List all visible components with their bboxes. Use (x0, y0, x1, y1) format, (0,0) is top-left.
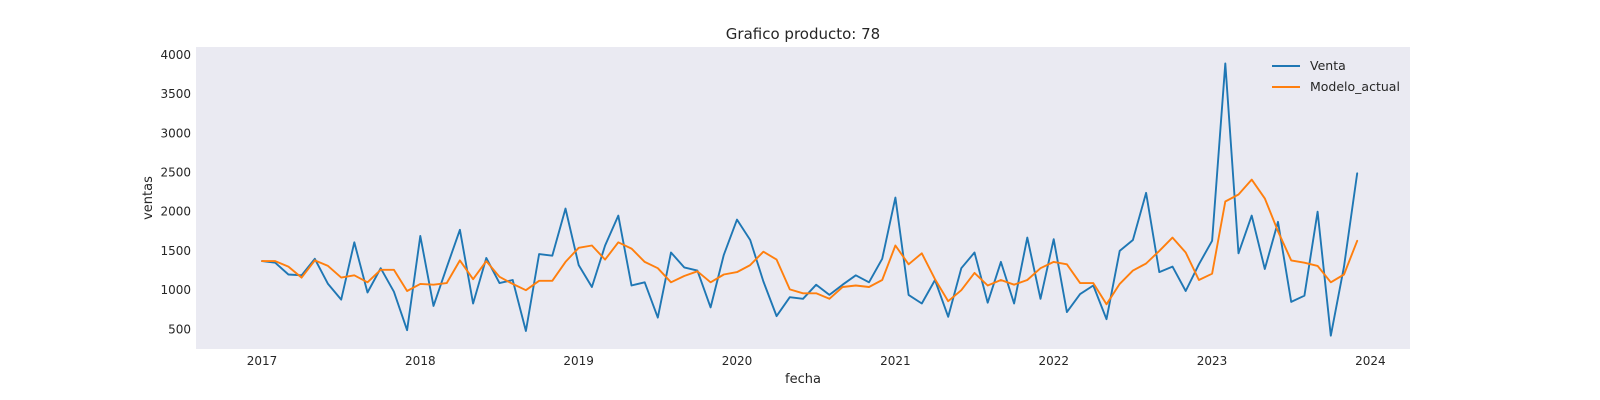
x-axis-ticks: 2017 2018 2019 2020 2021 2022 2023 2024 (247, 354, 1386, 368)
series-layer (261, 62, 1359, 337)
x-tick-label: 2021 (880, 354, 911, 368)
x-tick-label: 2018 (405, 354, 436, 368)
legend-label: Venta (1310, 58, 1346, 73)
y-axis-label: ventas (141, 176, 156, 220)
x-tick-label: 2022 (1038, 354, 1069, 368)
x-tick-label: 2023 (1197, 354, 1228, 368)
legend: Venta Modelo_actual (1272, 58, 1400, 94)
x-tick-label: 2024 (1355, 354, 1386, 368)
x-axis-label: fecha (785, 372, 821, 387)
y-tick-label: 4000 (160, 48, 191, 62)
chart-title: Grafico producto: 78 (726, 25, 880, 43)
y-tick-label: 2500 (160, 166, 191, 180)
y-tick-label: 1000 (160, 283, 191, 297)
y-tick-label: 1500 (160, 244, 191, 258)
y-tick-label: 3500 (160, 87, 191, 101)
x-tick-label: 2019 (563, 354, 594, 368)
y-tick-label: 3000 (160, 126, 191, 140)
x-tick-label: 2017 (247, 354, 278, 368)
y-tick-label: 2000 (160, 205, 191, 219)
series-line-venta (261, 62, 1359, 337)
x-tick-label: 2020 (722, 354, 753, 368)
legend-label: Modelo_actual (1310, 79, 1400, 94)
y-axis-ticks: 500 1000 1500 2000 2500 3000 3500 4000 (160, 48, 191, 337)
y-tick-label: 500 (168, 322, 191, 336)
series-line-modelo-actual (261, 178, 1359, 306)
